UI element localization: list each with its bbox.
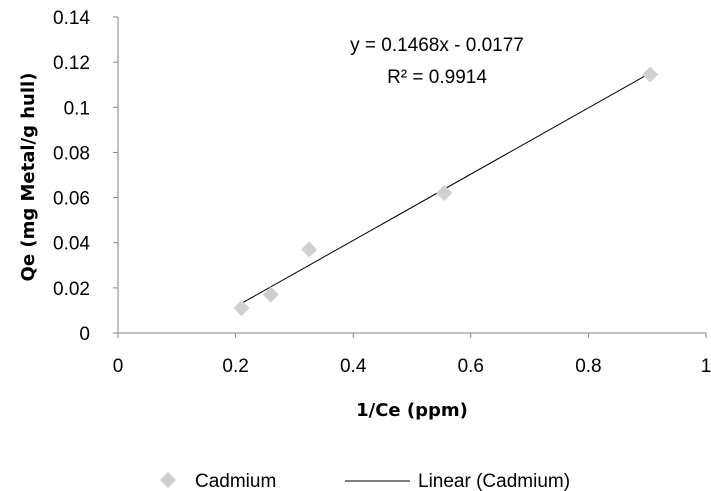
data-point-cadmium <box>436 185 453 202</box>
y-tick-label: 0.12 <box>53 53 90 74</box>
trendline-equation: y = 0.1468x - 0.0177 <box>350 35 524 56</box>
data-point-cadmium <box>262 286 279 303</box>
data-point-cadmium <box>642 66 659 83</box>
y-tick-label: 0.1 <box>64 98 90 119</box>
data-point-cadmium <box>301 241 318 258</box>
x-tick-label: 1 <box>701 356 711 377</box>
y-tick-label: 0.06 <box>53 189 90 210</box>
y-tick-label: 0.02 <box>53 279 90 300</box>
y-axis-title: Qe (mg Metal/g hull) <box>18 73 39 282</box>
y-tick-label: 0.04 <box>53 234 90 255</box>
x-tick-label: 0 <box>113 356 124 377</box>
axes <box>117 17 706 334</box>
data-point-cadmium <box>233 300 250 317</box>
x-tick-label: 0.8 <box>575 356 601 377</box>
trendline-r-squared: R² = 0.9914 <box>387 67 487 88</box>
x-tick-label: 0.4 <box>340 356 367 377</box>
x-ticks: 0 0.2 0.4 0.6 0.8 1 <box>113 333 711 377</box>
y-tick-label: 0.08 <box>53 143 90 164</box>
legend-label-linear: Linear (Cadmium) <box>418 471 570 491</box>
x-tick-label: 0.2 <box>222 356 248 377</box>
y-tick-label: 0 <box>79 324 90 345</box>
legend-label-cadmium: Cadmium <box>195 471 276 491</box>
x-tick-label: 0.6 <box>458 356 484 377</box>
y-ticks: 0 0.02 0.04 0.06 0.08 0.1 0.12 0.14 <box>53 8 118 345</box>
x-axis-title: 1/Ce (ppm) <box>356 400 468 421</box>
data-points <box>233 66 659 317</box>
y-tick-label: 0.14 <box>53 8 90 29</box>
legend-marker-cadmium <box>160 472 176 488</box>
legend: Cadmium Linear (Cadmium) <box>160 471 570 491</box>
